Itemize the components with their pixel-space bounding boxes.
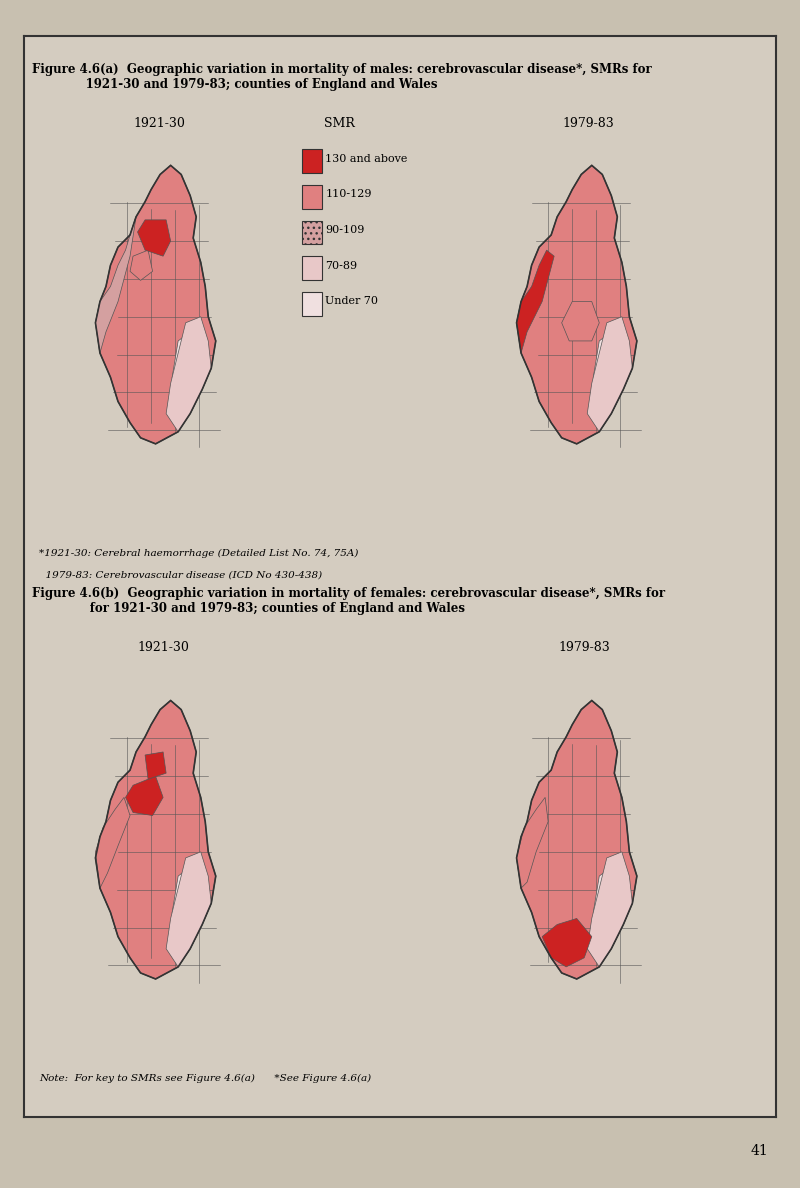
Polygon shape bbox=[517, 797, 548, 889]
Text: 90-109: 90-109 bbox=[326, 225, 365, 235]
Text: 1979-83: Cerebrovascular disease (ICD No 430-438): 1979-83: Cerebrovascular disease (ICD No… bbox=[39, 570, 322, 580]
Polygon shape bbox=[130, 251, 153, 280]
Text: 70-89: 70-89 bbox=[326, 260, 358, 271]
Polygon shape bbox=[95, 217, 136, 353]
Polygon shape bbox=[517, 701, 637, 979]
Text: 41: 41 bbox=[750, 1144, 768, 1158]
Text: Figure 4.6(a)  Geographic variation in mortality of males: cerebrovascular disea: Figure 4.6(a) Geographic variation in mo… bbox=[31, 63, 651, 90]
FancyBboxPatch shape bbox=[302, 221, 322, 245]
Polygon shape bbox=[517, 165, 637, 444]
Polygon shape bbox=[587, 852, 632, 967]
Text: SMR: SMR bbox=[325, 116, 355, 129]
FancyBboxPatch shape bbox=[302, 185, 322, 209]
Text: Figure 4.6(b)  Geographic variation in mortality of females: cerebrovascular dis: Figure 4.6(b) Geographic variation in mo… bbox=[31, 587, 665, 615]
FancyBboxPatch shape bbox=[302, 150, 322, 173]
Text: 1921-30: 1921-30 bbox=[134, 116, 186, 129]
FancyBboxPatch shape bbox=[302, 292, 322, 316]
Polygon shape bbox=[517, 251, 554, 353]
Text: 1979-83: 1979-83 bbox=[558, 642, 610, 655]
Polygon shape bbox=[594, 331, 623, 423]
Polygon shape bbox=[138, 220, 170, 257]
Text: 1921-30: 1921-30 bbox=[137, 642, 189, 655]
Polygon shape bbox=[95, 701, 216, 979]
Text: 110-129: 110-129 bbox=[326, 189, 372, 200]
Text: 130 and above: 130 and above bbox=[326, 153, 408, 164]
Polygon shape bbox=[166, 317, 211, 431]
Polygon shape bbox=[166, 852, 211, 967]
Text: Under 70: Under 70 bbox=[326, 296, 378, 307]
Polygon shape bbox=[172, 331, 202, 423]
Polygon shape bbox=[542, 918, 592, 967]
FancyBboxPatch shape bbox=[302, 257, 322, 280]
Polygon shape bbox=[172, 867, 202, 958]
Polygon shape bbox=[126, 776, 163, 815]
Polygon shape bbox=[562, 302, 599, 341]
Polygon shape bbox=[587, 317, 632, 431]
Polygon shape bbox=[95, 797, 130, 889]
Text: 1979-83: 1979-83 bbox=[562, 116, 614, 129]
Polygon shape bbox=[145, 752, 166, 779]
Polygon shape bbox=[594, 867, 623, 958]
Polygon shape bbox=[95, 165, 216, 444]
Text: Note:  For key to SMRs see Figure 4.6(a)      *See Figure 4.6(a): Note: For key to SMRs see Figure 4.6(a) … bbox=[39, 1074, 371, 1082]
Text: *1921-30: Cerebral haemorrhage (Detailed List No. 74, 75A): *1921-30: Cerebral haemorrhage (Detailed… bbox=[39, 549, 358, 558]
